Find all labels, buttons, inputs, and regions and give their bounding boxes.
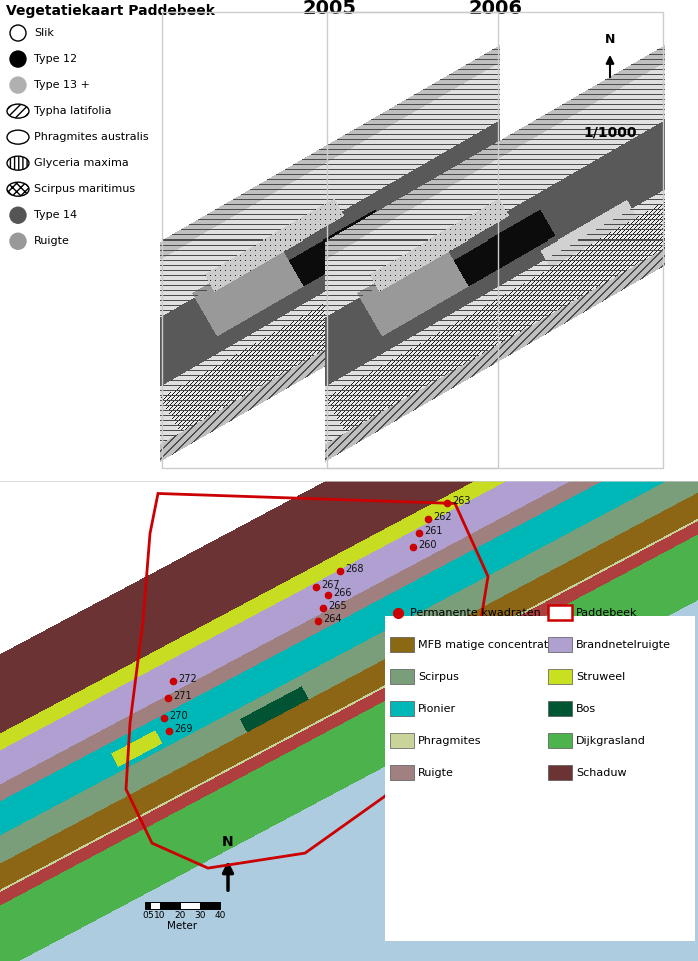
Text: Phragmites: Phragmites [418, 736, 482, 747]
Text: Dijkgrasland: Dijkgrasland [576, 736, 646, 747]
Bar [390, 765, 414, 780]
Text: 263: 263 [452, 497, 470, 506]
Text: 270: 270 [169, 711, 188, 722]
Text: 269: 269 [174, 725, 193, 734]
Text: Meter: Meter [167, 921, 197, 931]
Text: Vegetatiekaart Paddebeek: Vegetatiekaart Paddebeek [6, 4, 215, 18]
Ellipse shape [7, 183, 29, 196]
Bar [548, 669, 572, 684]
Bar [160, 902, 180, 909]
Text: Scirpus: Scirpus [418, 673, 459, 682]
Text: 266: 266 [333, 588, 352, 599]
Text: 264: 264 [323, 614, 341, 625]
Bar [200, 902, 220, 909]
Circle shape [10, 208, 26, 223]
Text: Bos: Bos [576, 704, 596, 714]
Text: 267: 267 [321, 580, 340, 590]
Text: 0: 0 [142, 911, 148, 920]
Text: 2006: 2006 [468, 0, 522, 18]
Text: Type 12: Type 12 [34, 54, 77, 64]
Text: Type 14: Type 14 [34, 210, 77, 220]
Text: Type 13 +: Type 13 + [34, 80, 90, 90]
Text: Schaduw: Schaduw [576, 768, 627, 778]
Bar [390, 637, 414, 653]
Text: 272: 272 [178, 675, 197, 684]
Text: N: N [222, 835, 234, 850]
Text: 10: 10 [154, 911, 165, 920]
Text: Struweel: Struweel [576, 673, 625, 682]
Text: 268: 268 [345, 564, 364, 575]
Text: Phragmites australis: Phragmites australis [34, 133, 149, 142]
Text: 40: 40 [214, 911, 225, 920]
Circle shape [10, 77, 26, 93]
Circle shape [10, 25, 26, 41]
Text: N: N [604, 33, 615, 46]
Text: Slik: Slik [34, 28, 54, 38]
Bar [390, 669, 414, 684]
Text: MFB matige concentratie: MFB matige concentratie [418, 640, 558, 651]
Bar [548, 605, 572, 621]
Ellipse shape [7, 130, 29, 144]
Circle shape [10, 51, 26, 67]
Text: 2005: 2005 [303, 0, 357, 18]
Ellipse shape [7, 156, 29, 170]
Bar [548, 765, 572, 780]
Text: Pionier: Pionier [418, 704, 456, 714]
Circle shape [10, 234, 26, 249]
Bar [548, 733, 572, 749]
Bar [548, 702, 572, 716]
Text: 260: 260 [418, 540, 436, 551]
Text: 262: 262 [433, 512, 452, 523]
Bar [390, 733, 414, 749]
Bar [385, 616, 695, 941]
Text: Ruigte: Ruigte [418, 768, 454, 778]
Text: Scirpus maritimus: Scirpus maritimus [34, 185, 135, 194]
Bar [548, 637, 572, 653]
Bar [145, 902, 150, 909]
Bar [150, 902, 160, 909]
Text: Ruigte: Ruigte [34, 236, 70, 246]
Text: 261: 261 [424, 527, 443, 536]
Text: 1/1000: 1/1000 [584, 125, 637, 139]
Bar [180, 902, 200, 909]
Ellipse shape [7, 104, 29, 118]
Text: 20: 20 [174, 911, 186, 920]
Text: Paddebeek: Paddebeek [576, 608, 637, 618]
Text: Brandnetelruigte: Brandnetelruigte [576, 640, 671, 651]
Text: 5: 5 [147, 911, 153, 920]
Text: Glyceria maxima: Glyceria maxima [34, 159, 128, 168]
Text: 30: 30 [194, 911, 206, 920]
Text: 271: 271 [173, 691, 192, 702]
Text: Typha latifolia: Typha latifolia [34, 106, 112, 116]
Text: 265: 265 [328, 602, 347, 611]
Text: Permanente kwadraten: Permanente kwadraten [410, 608, 541, 618]
Bar [390, 702, 414, 716]
